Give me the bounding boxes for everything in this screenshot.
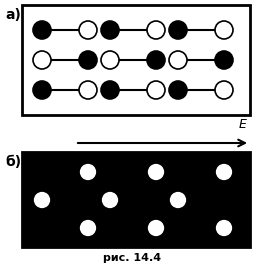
Text: $\vec{E}$: $\vec{E}$ <box>238 115 248 132</box>
Text: б): б) <box>5 155 21 169</box>
Circle shape <box>79 163 97 181</box>
Circle shape <box>79 21 97 39</box>
Circle shape <box>79 51 97 69</box>
Circle shape <box>33 21 51 39</box>
Circle shape <box>169 219 187 237</box>
Circle shape <box>101 21 119 39</box>
Circle shape <box>147 51 165 69</box>
Circle shape <box>169 81 187 99</box>
Circle shape <box>147 191 165 209</box>
Circle shape <box>169 191 187 209</box>
Circle shape <box>169 21 187 39</box>
Circle shape <box>33 81 51 99</box>
Circle shape <box>101 81 119 99</box>
Text: а): а) <box>5 8 21 22</box>
Bar <box>22 5 250 115</box>
Circle shape <box>215 81 233 99</box>
Circle shape <box>169 163 187 181</box>
Circle shape <box>215 163 233 181</box>
Circle shape <box>79 81 97 99</box>
Circle shape <box>147 21 165 39</box>
Circle shape <box>101 219 119 237</box>
Circle shape <box>147 219 165 237</box>
Circle shape <box>33 219 51 237</box>
Circle shape <box>33 163 51 181</box>
Circle shape <box>79 219 97 237</box>
Circle shape <box>215 21 233 39</box>
Circle shape <box>79 191 97 209</box>
Circle shape <box>215 219 233 237</box>
Circle shape <box>33 51 51 69</box>
Circle shape <box>101 163 119 181</box>
Bar <box>22 152 250 247</box>
Text: рис. 14.4: рис. 14.4 <box>103 253 161 263</box>
Circle shape <box>101 51 119 69</box>
Circle shape <box>147 163 165 181</box>
Circle shape <box>215 51 233 69</box>
Circle shape <box>101 191 119 209</box>
Circle shape <box>215 191 233 209</box>
Circle shape <box>169 51 187 69</box>
Circle shape <box>147 81 165 99</box>
Circle shape <box>33 191 51 209</box>
